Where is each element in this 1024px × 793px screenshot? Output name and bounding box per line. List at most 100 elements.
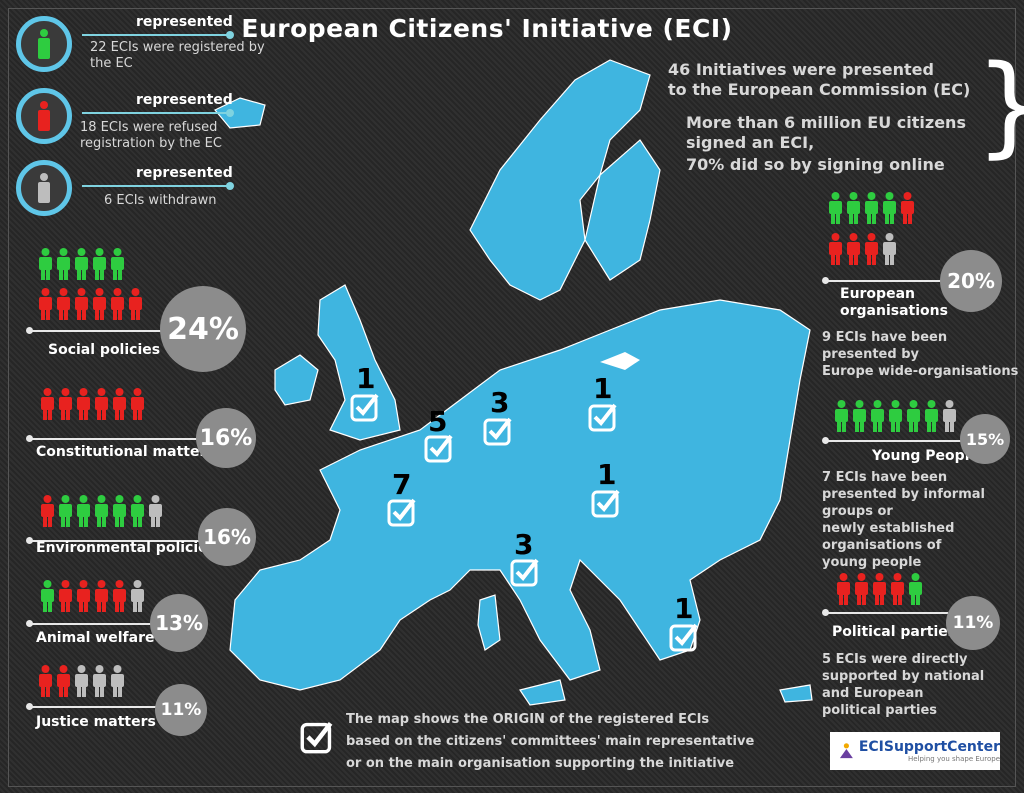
red-person-icon	[865, 233, 878, 265]
grey-person-icon	[149, 495, 162, 527]
category-icons	[40, 580, 145, 612]
summary-line5: 70% did so by signing online	[686, 155, 945, 174]
map-count-italy: 3	[514, 528, 534, 561]
red-person-icon	[57, 665, 70, 697]
status-ring-refused	[16, 88, 72, 144]
checkbox-icon	[510, 558, 539, 587]
logo-tagline: Helping you shape Europe	[907, 754, 1000, 763]
connector-dot	[822, 437, 829, 444]
percent-badge: 11%	[946, 596, 1000, 650]
green-person-icon	[829, 192, 842, 224]
red-person-icon	[901, 192, 914, 224]
connector-line	[826, 440, 962, 442]
connector-dot	[26, 435, 33, 442]
map-count-hungary: 1	[597, 458, 617, 491]
red-person-icon	[39, 665, 52, 697]
connector-line	[826, 612, 948, 614]
map-count-germany: 3	[490, 386, 510, 419]
red-person-icon	[113, 388, 126, 420]
category-label: European organisations	[840, 286, 948, 319]
status-label-registered: represented	[136, 14, 233, 30]
connector-line	[30, 540, 200, 542]
red-person-icon	[131, 388, 144, 420]
grey-person-icon	[93, 665, 106, 697]
red-person-icon	[111, 288, 124, 320]
checkbox-icon	[588, 403, 617, 432]
summary-line3: More than 6 million EU citizens	[686, 113, 966, 132]
summary-line4: signed an ECI,	[686, 133, 815, 152]
red-person-icon	[75, 288, 88, 320]
connector-line	[826, 280, 942, 282]
green-person-icon	[95, 495, 108, 527]
green-person-icon	[835, 400, 848, 432]
red-person-icon	[41, 495, 54, 527]
connector-line	[30, 330, 162, 332]
connector-dot	[26, 537, 33, 544]
category-label: Justice matters	[36, 714, 156, 730]
green-person-icon	[57, 248, 70, 280]
category-description: presented by informal	[822, 487, 985, 502]
red-person-icon	[41, 388, 54, 420]
frame	[8, 8, 1016, 787]
category-label: Political parties	[832, 624, 957, 640]
checkbox-icon	[591, 489, 620, 518]
connector-line	[30, 706, 157, 708]
connector-dot	[822, 609, 829, 616]
green-person-icon	[853, 400, 866, 432]
connector-line	[82, 112, 230, 114]
red-person-icon	[129, 288, 142, 320]
category-description: 9 ECIs have been	[822, 330, 948, 345]
summary-line2: to the European Commission (EC)	[668, 80, 971, 99]
red-person-icon	[855, 573, 868, 605]
grey-person-icon	[131, 580, 144, 612]
connector-line	[30, 438, 198, 440]
red-person-icon	[59, 580, 72, 612]
category-label: Animal welfare	[36, 630, 155, 646]
checkbox-icon	[387, 498, 416, 527]
checkbox-icon	[669, 623, 698, 652]
green-person-icon	[77, 495, 90, 527]
category-description: supported by national	[822, 669, 985, 684]
red-person-icon	[59, 388, 72, 420]
category-description: Europe wide-organisations	[822, 364, 1019, 379]
percent-badge: 20%	[940, 250, 1002, 312]
logo-name: ECISupportCenter	[858, 738, 1000, 755]
category-icons	[38, 288, 143, 320]
green-person-icon	[865, 192, 878, 224]
category-label: Social policies	[48, 342, 161, 358]
green-person-icon	[38, 29, 50, 59]
red-person-icon	[829, 233, 842, 265]
map-count-france: 7	[392, 468, 412, 501]
percent-badge: 16%	[196, 408, 256, 468]
map-count-uk: 1	[356, 362, 376, 395]
checkbox-icon	[424, 434, 453, 463]
green-person-icon	[75, 248, 88, 280]
footnote-line3: or on the main organisation supporting t…	[346, 756, 735, 771]
category-description: 5 ECIs were directly	[822, 652, 968, 667]
category-icons	[834, 400, 957, 432]
red-person-icon	[95, 580, 108, 612]
red-person-icon	[95, 388, 108, 420]
status-text-withdrawn: 6 ECIs withdrawn	[104, 193, 217, 208]
red-person-icon	[837, 573, 850, 605]
category-description: groups or	[822, 504, 893, 519]
red-person-icon	[847, 233, 860, 265]
connector-line	[30, 623, 152, 625]
red-person-icon	[77, 580, 90, 612]
category-description: presented by	[822, 347, 919, 362]
green-person-icon	[909, 573, 922, 605]
green-person-icon	[889, 400, 902, 432]
green-person-icon	[93, 248, 106, 280]
connector-dot	[26, 703, 33, 710]
checkbox-icon	[483, 417, 512, 446]
percent-badge: 24%	[160, 286, 246, 372]
category-icons	[38, 248, 125, 280]
connector-dot	[26, 327, 33, 334]
green-person-icon	[871, 400, 884, 432]
grey-person-icon	[883, 233, 896, 265]
category-icons	[40, 388, 145, 420]
category-icons	[836, 573, 923, 605]
green-person-icon	[907, 400, 920, 432]
connector-dot	[226, 109, 234, 117]
